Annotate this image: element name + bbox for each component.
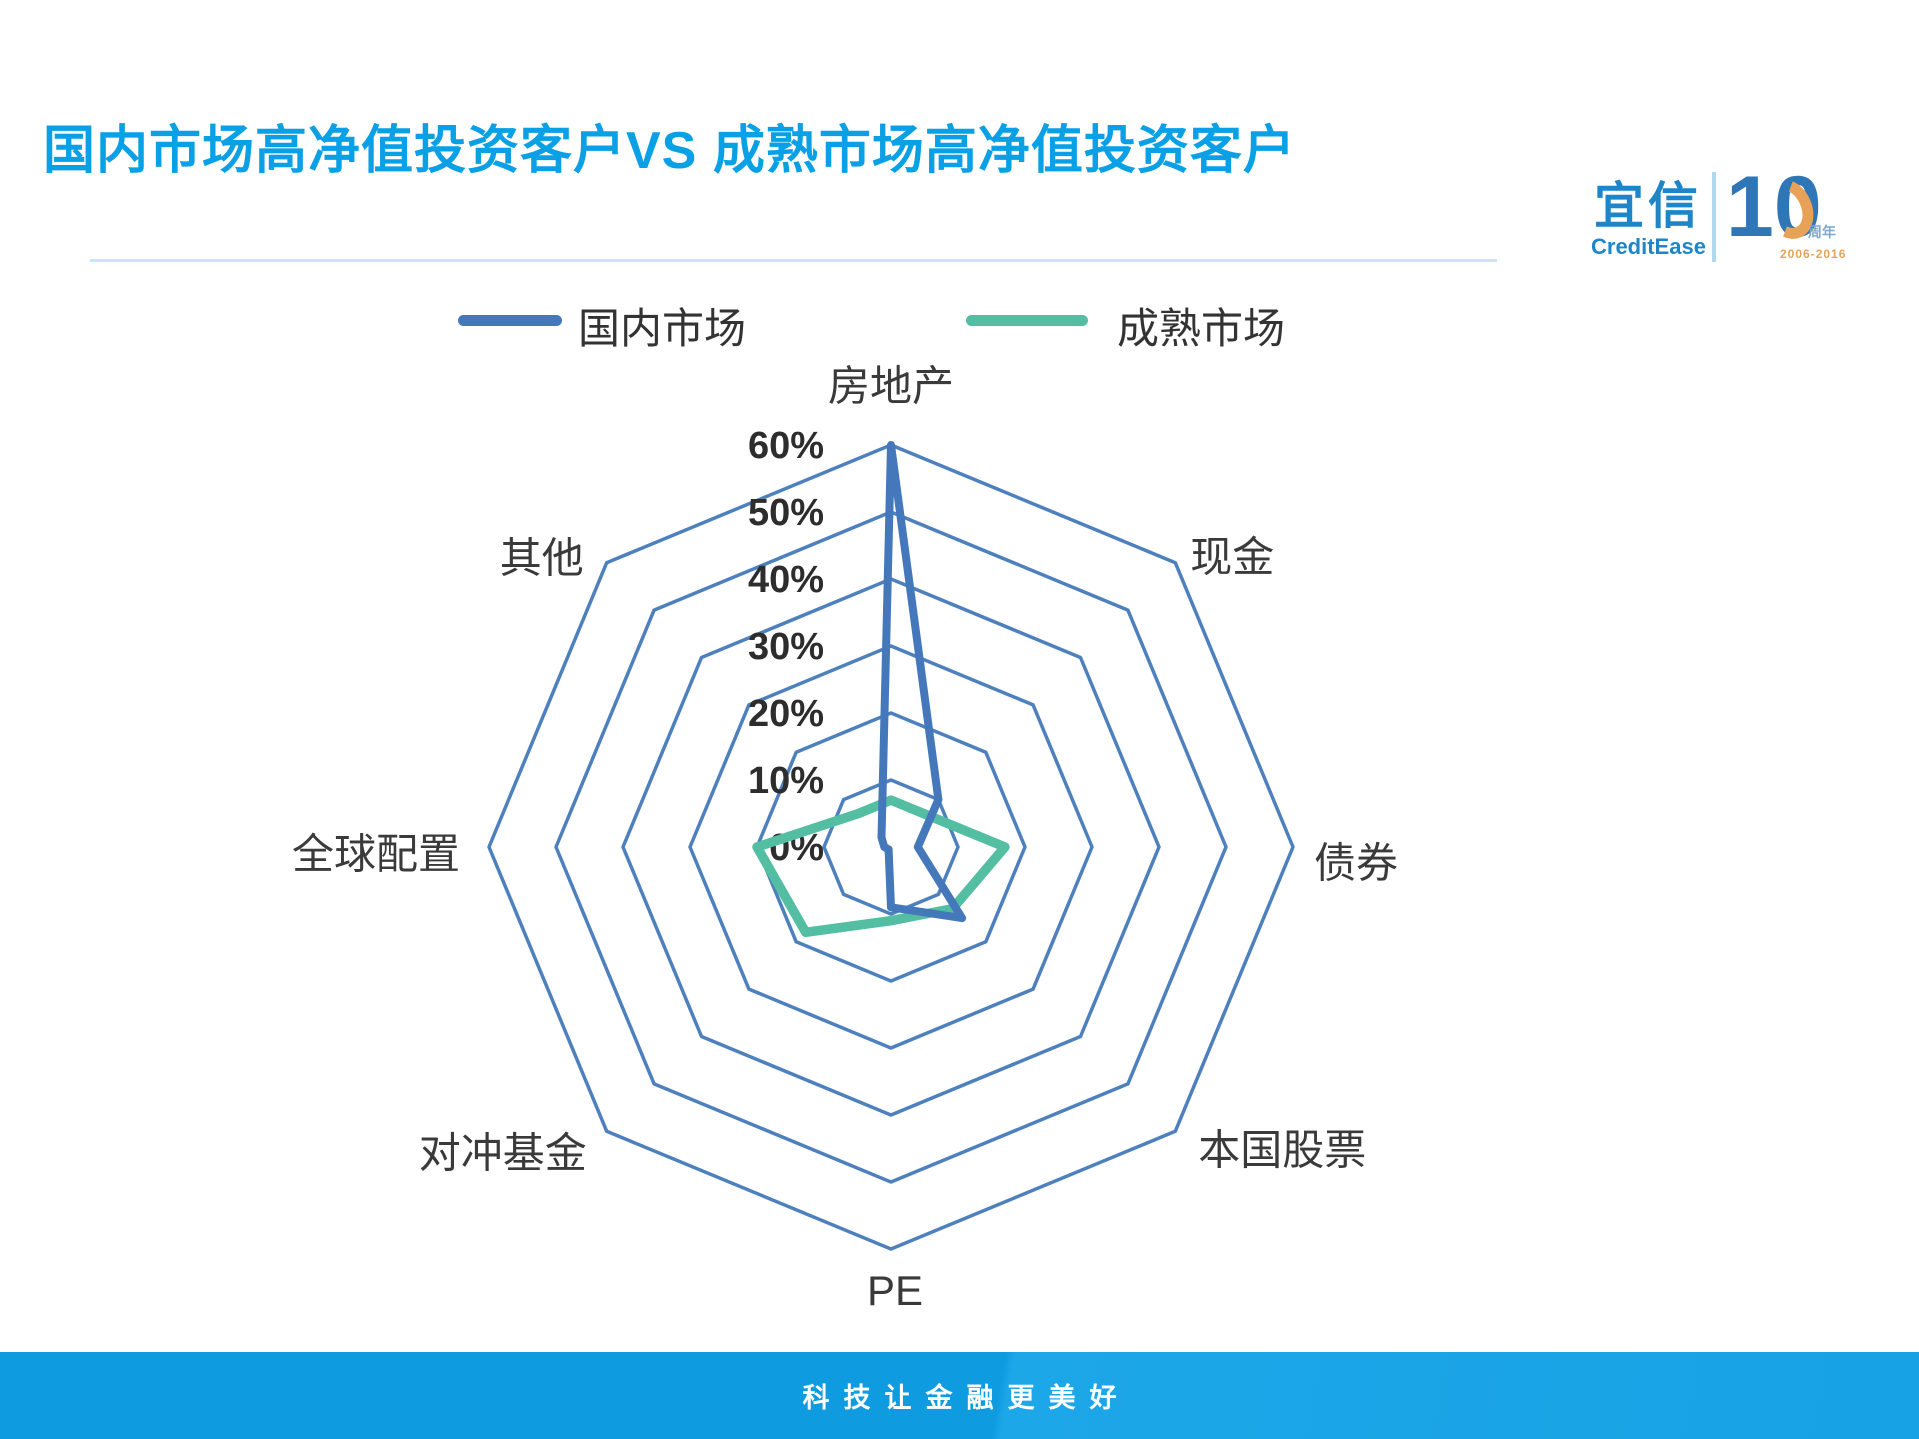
axis-label-全球配置: 全球配置 bbox=[291, 830, 461, 878]
legend-swatch-domestic bbox=[458, 315, 562, 326]
series-polygon-国内市场 bbox=[877, 441, 967, 923]
axis-label-现金: 现金 bbox=[1190, 533, 1275, 581]
page-title: 国内市场高净值投资客户VS 成熟市场高净值投资客户 bbox=[43, 122, 1296, 180]
tick-label-20%: 20% bbox=[748, 693, 824, 735]
tick-label-60%: 60% bbox=[748, 425, 824, 467]
grid-ring-30 bbox=[688, 644, 1094, 1050]
axis-label-本国股票: 本国股票 bbox=[1198, 1126, 1367, 1174]
axis-label-债券: 债券 bbox=[1313, 839, 1399, 887]
anniversary-label: 周年 bbox=[1808, 224, 1836, 240]
axis-label-对冲基金: 对冲基金 bbox=[418, 1129, 587, 1177]
axis-label-房地产: 房地产 bbox=[827, 362, 955, 410]
tick-label-30%: 30% bbox=[748, 626, 824, 668]
series-polygon-成熟市场 bbox=[752, 795, 1010, 938]
grid-ring-60 bbox=[487, 443, 1295, 1251]
tick-label-40%: 40% bbox=[748, 559, 824, 601]
anniversary-years: 2006-2016 bbox=[1780, 247, 1847, 261]
anniversary-10-number: 10 bbox=[1726, 159, 1822, 255]
logo-english-name: CreditEase bbox=[1591, 234, 1706, 259]
tick-label-10%: 10% bbox=[748, 760, 824, 802]
grid-ring-10 bbox=[822, 778, 960, 916]
tick-label-50%: 50% bbox=[748, 492, 824, 534]
tick-label-0%: 0% bbox=[769, 827, 824, 869]
logo-chinese-name: 宜信 bbox=[1594, 178, 1702, 234]
footer-slogan: 科技让金融更美好 bbox=[802, 1383, 1131, 1413]
grid-ring-50 bbox=[554, 510, 1228, 1184]
grid-ring-40 bbox=[621, 577, 1161, 1117]
legend-label-domestic: 国内市场 bbox=[578, 305, 747, 352]
legend-label-mature: 成熟市场 bbox=[1117, 305, 1286, 352]
grid-ring-20 bbox=[755, 711, 1027, 983]
legend-swatch-mature bbox=[966, 315, 1088, 326]
title-divider bbox=[90, 259, 1497, 262]
axis-label-PE: PE bbox=[866, 1267, 924, 1314]
logo-divider-bar bbox=[1712, 172, 1716, 262]
footer-band: 科技让金融更美好 bbox=[0, 1352, 1919, 1439]
axis-label-其他: 其他 bbox=[499, 534, 584, 582]
